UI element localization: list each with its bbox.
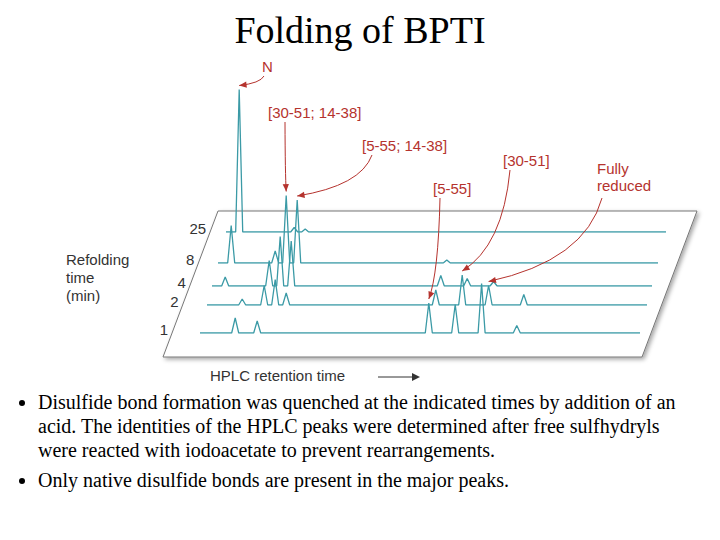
svg-text:2: 2: [170, 293, 178, 310]
html-text:Only native disulfide bonds ar: Only native disulfide bonds are present …: [38, 469, 509, 491]
svg-text:25: 25: [189, 220, 206, 237]
svg-text:8: 8: [186, 251, 194, 268]
svg-text:Fully: Fully: [597, 160, 629, 177]
svg-text:1: 1: [160, 321, 168, 338]
svg-text:time: time: [66, 269, 94, 286]
svg-text:(min): (min): [66, 287, 100, 304]
html-text:Disulfide bond formation was q: Disulfide bond formation was quenched at…: [38, 391, 676, 461]
svg-text:HPLC retention time: HPLC retention time: [210, 367, 345, 384]
svg-text:N: N: [262, 58, 273, 75]
svg-text:Refolding: Refolding: [66, 251, 129, 268]
svg-text:[5-55]: [5-55]: [433, 180, 471, 197]
svg-text:[30-51; 14-38]: [30-51; 14-38]: [268, 104, 361, 121]
svg-text:[30-51]: [30-51]: [503, 152, 550, 169]
svg-text:reduced: reduced: [597, 177, 651, 194]
svg-text:[5-55; 14-38]: [5-55; 14-38]: [362, 137, 447, 154]
svg-text:Folding of BPTI: Folding of BPTI: [234, 9, 485, 51]
svg-text:4: 4: [177, 274, 185, 291]
